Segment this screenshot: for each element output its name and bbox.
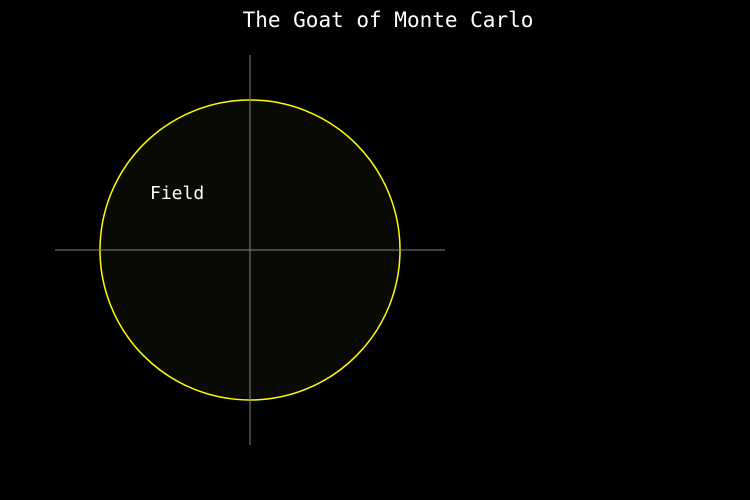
diagram-title: The Goat of Monte Carlo [242,8,534,32]
field-label: Field [150,183,204,204]
